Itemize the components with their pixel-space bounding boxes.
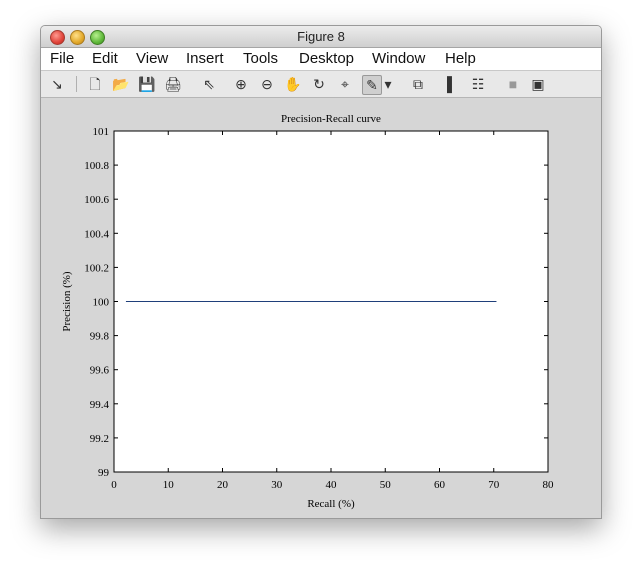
rotate-3d-icon[interactable]: ↻ [313,76,325,92]
pointer-icon[interactable]: ⇖ [203,76,215,92]
print-icon[interactable]: 🖨 [164,76,182,92]
x-tick-label: 30 [271,479,283,491]
y-tick-label: 99.2 [90,433,109,445]
data-cursor-icon[interactable]: ⌖ [341,76,349,92]
x-tick-label: 0 [111,479,117,491]
y-tick-label: 100.8 [84,160,109,172]
show-plot-tools-icon[interactable]: ▣ [531,76,545,92]
menu-bar: File Edit View Insert Tools Desktop Wind… [41,48,601,71]
y-tick-label: 100.4 [84,228,109,240]
open-file-icon[interactable]: 📂 [112,76,130,92]
colorbar-icon[interactable]: ▌ [447,76,457,92]
y-tick-label: 100.6 [84,194,109,206]
menu-file[interactable]: File [50,50,75,67]
save-icon[interactable]: 💾 [138,76,156,92]
zoom-window-button[interactable] [90,30,105,45]
x-tick-label: 50 [380,479,392,491]
y-tick-label: 100.2 [84,262,109,274]
zoom-out-icon[interactable]: ⊖ [261,76,273,92]
zoom-in-icon[interactable]: ⊕ [235,76,247,92]
figure-toolbar: ↘ 🗋 📂 💾 🖨 ⇖ ⊕ ⊖ ✋ ↻ ⌖ ✎ ▾ ⧉ ▌ ☷ ■ ▣ [41,71,601,98]
menu-edit[interactable]: Edit [92,50,118,67]
chart-title: Precision-Recall curve [281,113,381,125]
toolbar-separator [76,76,77,92]
menu-window[interactable]: Window [372,50,426,67]
brush-dropdown-icon[interactable]: ▾ [384,76,392,92]
x-tick-label: 60 [434,479,446,491]
x-tick-label: 20 [217,479,229,491]
y-tick-label: 99 [98,467,110,479]
link-plot-icon[interactable]: ⧉ [413,76,423,92]
y-tick-label: 101 [93,126,110,138]
window-title: Figure 8 [297,29,345,44]
x-tick-label: 40 [326,479,338,491]
y-tick-label: 100 [93,297,110,309]
legend-icon[interactable]: ☷ [471,76,485,92]
menu-desktop[interactable]: Desktop [299,50,355,67]
new-figure-icon[interactable]: 🗋 [89,76,101,92]
brush-icon[interactable]: ✎ [362,75,382,95]
x-tick-label: 80 [543,479,555,491]
dock-arrow-icon[interactable]: ↘ [51,76,63,92]
title-bar[interactable]: Figure 8 [41,26,601,48]
menu-view[interactable]: View [136,50,169,67]
y-tick-label: 99.4 [90,399,110,411]
close-window-button[interactable] [50,30,65,45]
pan-hand-icon[interactable]: ✋ [284,76,302,92]
x-tick-label: 10 [163,479,175,491]
x-tick-label: 70 [488,479,500,491]
y-tick-label: 99.6 [90,365,110,377]
figure-window: Figure 8 File Edit View Insert Tools Des… [40,25,602,519]
figure-canvas: 0 10 20 30 40 50 60 70 80 99 99.2 99.4 99.6 99.8 100 10… [41,98,601,518]
menu-tools[interactable]: Tools [243,50,279,67]
menu-help[interactable]: Help [445,50,476,67]
y-axis-label: Precision (%) [61,271,73,332]
x-axis-label: Recall (%) [307,498,355,510]
y-tick-label: 99.8 [90,331,110,343]
precision-recall-plot: 0 10 20 30 40 50 60 70 80 99 99.2 99.4 99.6 99.8 100 10… [61,113,555,510]
hide-plot-tools-icon[interactable]: ■ [508,76,518,92]
minimize-window-button[interactable] [70,30,85,45]
menu-insert[interactable]: Insert [186,50,224,67]
